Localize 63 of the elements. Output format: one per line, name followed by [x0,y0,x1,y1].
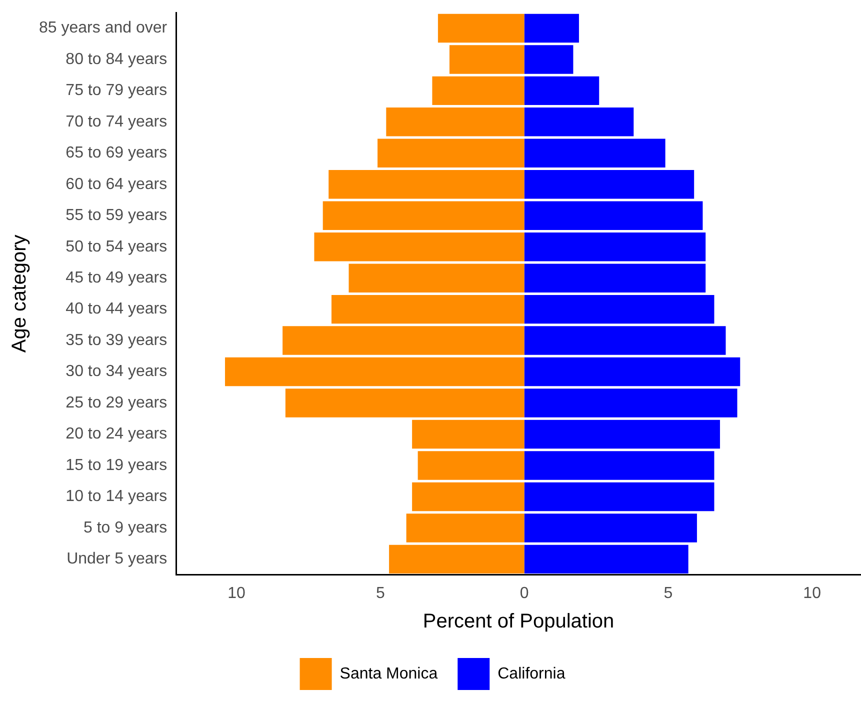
y-tick-label: 70 to 74 years [66,113,168,130]
bar [524,201,703,230]
bar [322,201,524,230]
bar [378,138,524,168]
bar [432,76,524,106]
x-axis-title: Percent of Population [422,610,614,633]
bar [524,514,697,542]
bar [524,264,706,292]
bar [524,357,740,386]
y-tick-label: Under 5 years [66,550,168,568]
y-tick-label: 10 to 14 years [66,488,168,506]
y-tick-label: 30 to 34 years [66,363,168,380]
bar [524,482,714,512]
legend-label: California [498,665,566,682]
bar [524,544,688,574]
y-tick-label: 35 to 39 years [66,332,168,349]
bar [524,76,600,106]
y-tick-label: 80 to 84 years [66,50,168,68]
bar [282,326,524,355]
y-tick-label: 20 to 24 years [66,426,168,443]
bar [412,420,524,449]
bar [524,138,666,168]
y-tick-label: 40 to 44 years [66,300,168,318]
bar [331,294,524,324]
x-tick-label: 10 [803,584,822,602]
bar [524,14,579,43]
x-tick-label: 5 [664,584,673,602]
bar [418,451,524,480]
bar [449,45,524,74]
bar [524,420,720,449]
bar [524,170,694,199]
legend-label: Santa Monica [340,665,438,682]
y-tick-label: 55 to 59 years [66,207,168,224]
bar [524,45,574,74]
x-tick-label: 0 [520,584,529,602]
bar [406,514,524,542]
x-tick-label: 5 [376,584,385,602]
y-tick-label: 25 to 29 years [66,394,168,412]
bar [524,294,714,324]
y-tick-label: 85 years and over [39,20,168,37]
y-tick-label: 75 to 79 years [66,82,168,100]
bar [524,388,738,418]
bar [225,357,524,386]
y-tick-label: 45 to 49 years [66,269,168,286]
bar [412,482,524,512]
bar [314,232,524,262]
bar [389,544,524,574]
bar [386,108,524,136]
y-tick-label: 65 to 69 years [66,144,168,162]
bar [438,14,524,43]
bar [348,264,524,292]
bar [285,388,524,418]
y-axis-title: Age category [8,234,31,353]
y-tick-label: 60 to 64 years [66,176,168,193]
bar [524,108,634,136]
y-tick-label: 50 to 54 years [66,238,168,256]
bar [328,170,524,199]
y-tick-label: 15 to 19 years [66,456,168,474]
bar [524,232,706,262]
bar [524,451,714,480]
y-tick-label: 5 to 9 years [83,519,168,536]
x-tick-label: 10 [228,584,246,602]
bar [524,326,726,355]
